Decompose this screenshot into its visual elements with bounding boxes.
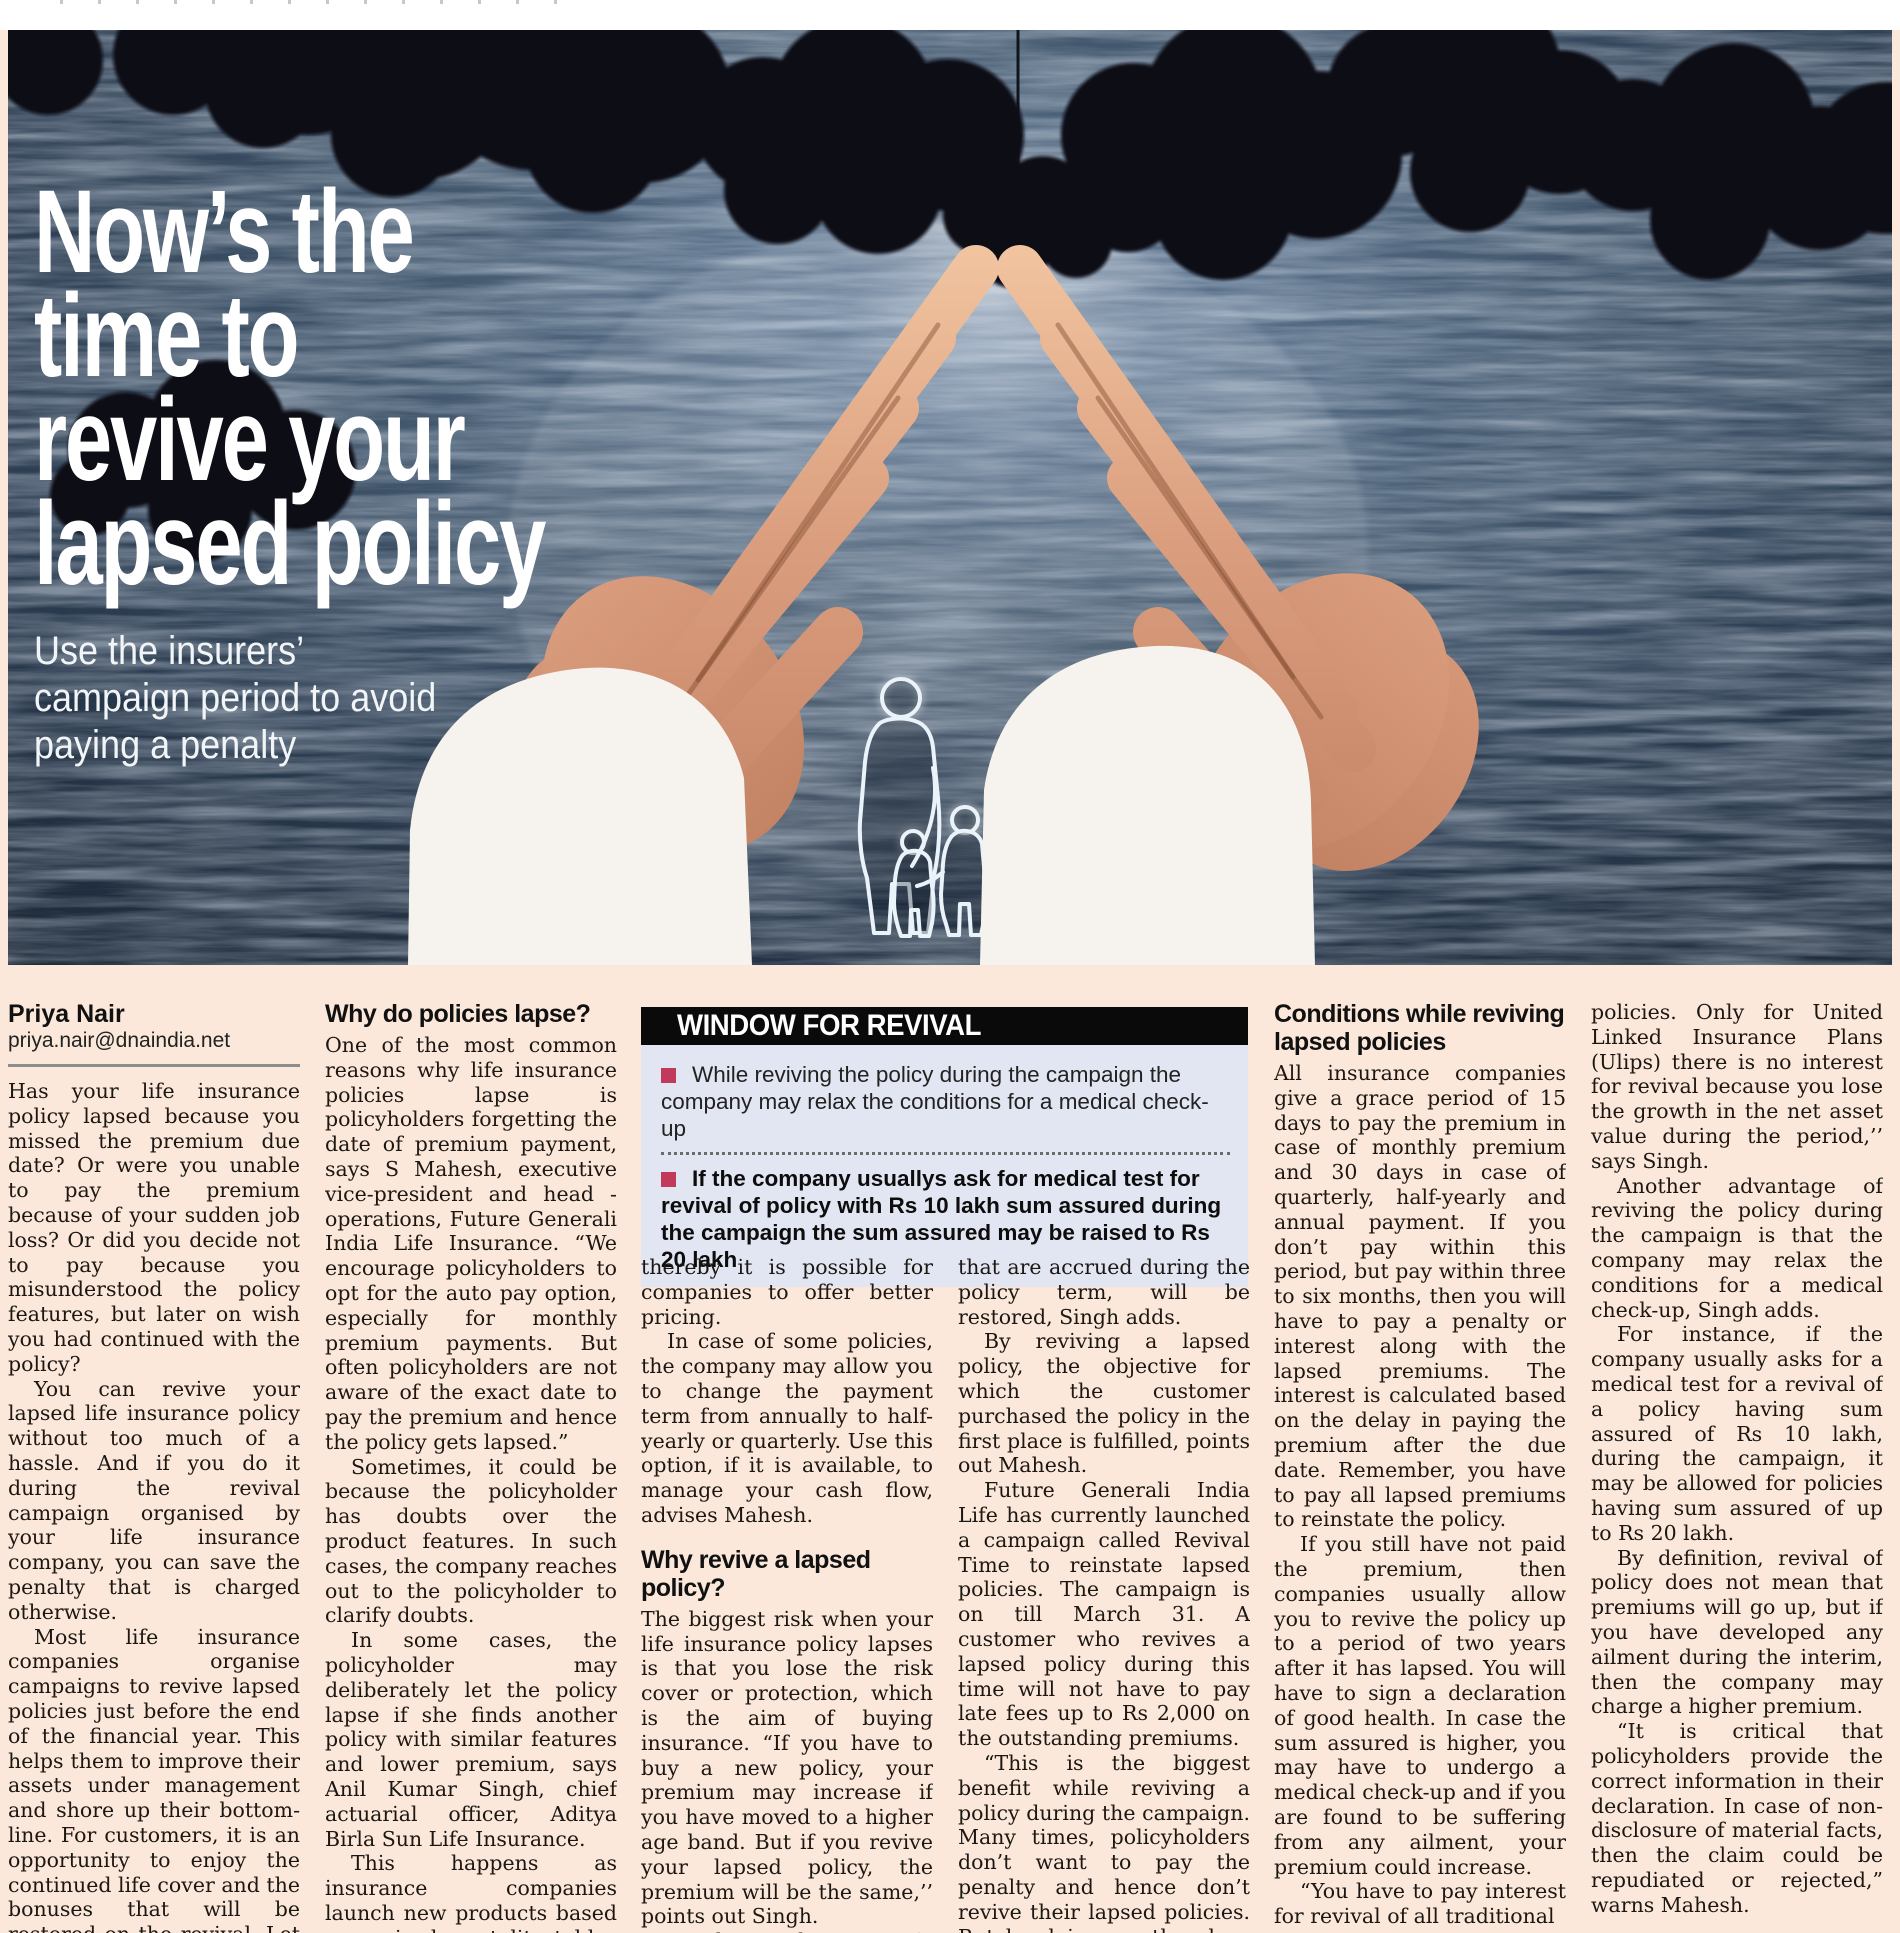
revival-bullet-2-text: If the company usuallys ask for medical … xyxy=(661,1166,1222,1272)
bullet-square-icon xyxy=(661,1068,676,1083)
cropped-text-marks xyxy=(60,0,580,4)
revival-box-title: WINDOW FOR REVIVAL xyxy=(677,1009,981,1042)
shirt-cuffs xyxy=(408,645,1315,965)
paragraph: thereby it is possible for companies to … xyxy=(641,1255,933,1329)
revival-bullet-2: If the company usuallys ask for medical … xyxy=(661,1165,1230,1273)
section-heading-conditions: Conditions while reviving lapsed policie… xyxy=(1274,1000,1565,1056)
paragraph: For instance, if the company usually ask… xyxy=(1591,1322,1883,1545)
revival-bullet-1-text: While reviving the policy during the cam… xyxy=(661,1062,1209,1141)
headline-line: revive your xyxy=(34,374,466,506)
paragraph: By reviving a lapsed policy, the objecti… xyxy=(958,1329,1250,1478)
paragraph: If you still have not paid the premium, … xyxy=(1274,1532,1566,1879)
revival-box-body: While reviving the policy during the cam… xyxy=(641,1045,1248,1287)
paragraph: Has your life insurance policy lapsed be… xyxy=(8,1079,300,1376)
paragraph: By definition, revival of policy does no… xyxy=(1591,1545,1883,1719)
headline-line: Now’s the xyxy=(34,166,415,298)
paragraph: Most life insurance companies organise c… xyxy=(8,1624,300,1933)
byline-email: priya.nair@dnaindia.net xyxy=(8,1029,231,1052)
article-column-4: that are accrued during the policy term,… xyxy=(958,1255,1250,1933)
paragraph: You can revive your lapsed life insuranc… xyxy=(8,1376,300,1624)
masthead-strip xyxy=(0,0,1900,30)
paragraph: policies. Only for United Linked Insuran… xyxy=(1591,1000,1883,1173)
paragraph: All insurance companies give a grace per… xyxy=(1274,1061,1566,1532)
article-column-5: Conditions while reviving lapsed policie… xyxy=(1274,1000,1566,1933)
article-column-3: thereby it is possible for companies to … xyxy=(641,1255,933,1933)
byline-divider xyxy=(8,1064,300,1067)
paragraph: In case of some policies, the company ma… xyxy=(641,1329,933,1527)
revival-bullet-1: While reviving the policy during the cam… xyxy=(661,1061,1230,1142)
paragraph: This happens as insurance companies laun… xyxy=(325,1851,617,1933)
headline: Now’s the time to revive your lapsed pol… xyxy=(34,166,546,610)
paragraph: Future Generali India Life has currently… xyxy=(958,1478,1250,1751)
paragraph: that are accrued during the policy term,… xyxy=(958,1255,1250,1329)
subheadline: Use the insurers’ campaign period to avo… xyxy=(34,628,436,769)
article-column-2: Why do policies lapse? One of the most c… xyxy=(325,1000,617,1933)
article-column-6: policies. Only for United Linked Insuran… xyxy=(1591,1000,1883,1933)
paragraph: Another advantage is that all benefits, … xyxy=(641,1929,933,1933)
byline: Priya Nair priya.nair@dnaindia.net xyxy=(8,1000,300,1067)
paragraph: The biggest risk when your life insuranc… xyxy=(641,1606,933,1929)
paragraph: “It is critical that policyholders provi… xyxy=(1591,1719,1883,1917)
hero-photo-illustration xyxy=(8,30,1892,965)
headline-line: time to xyxy=(34,270,300,402)
subheadline-line: paying a penalty xyxy=(34,723,297,767)
article-column-1: Priya Nair priya.nair@dnaindia.net Has y… xyxy=(8,1000,300,1933)
paragraph: One of the most common reasons why life … xyxy=(325,1033,617,1454)
paragraph: “This is the biggest benefit while reviv… xyxy=(958,1750,1250,1933)
bullet-divider xyxy=(661,1152,1230,1155)
section-heading-why-revive: Why revive a lapsed policy? xyxy=(641,1545,871,1602)
paragraph: “You have to pay interest for revival of… xyxy=(1274,1879,1566,1929)
paragraph: Another advantage of reviving the policy… xyxy=(1591,1173,1883,1322)
bullet-square-icon xyxy=(661,1172,676,1187)
paragraph: Sometimes, it could be because the polic… xyxy=(325,1454,617,1628)
subheadline-line: Use the insurers’ xyxy=(34,629,305,673)
headline-line: lapsed policy xyxy=(34,478,546,610)
storm-clouds xyxy=(8,30,1892,562)
byline-author: Priya Nair xyxy=(8,1000,125,1028)
hero-photo: Now’s the time to revive your lapsed pol… xyxy=(8,30,1892,965)
revival-box: WINDOW FOR REVIVAL While reviving the po… xyxy=(641,1007,1248,1287)
revival-box-header: WINDOW FOR REVIVAL xyxy=(641,1007,1248,1045)
subheadline-line: campaign period to avoid xyxy=(34,676,437,720)
section-heading-why-policies-lapse: Why do policies lapse? xyxy=(325,1000,591,1028)
paragraph: In some cases, the policyholder may deli… xyxy=(325,1628,617,1851)
